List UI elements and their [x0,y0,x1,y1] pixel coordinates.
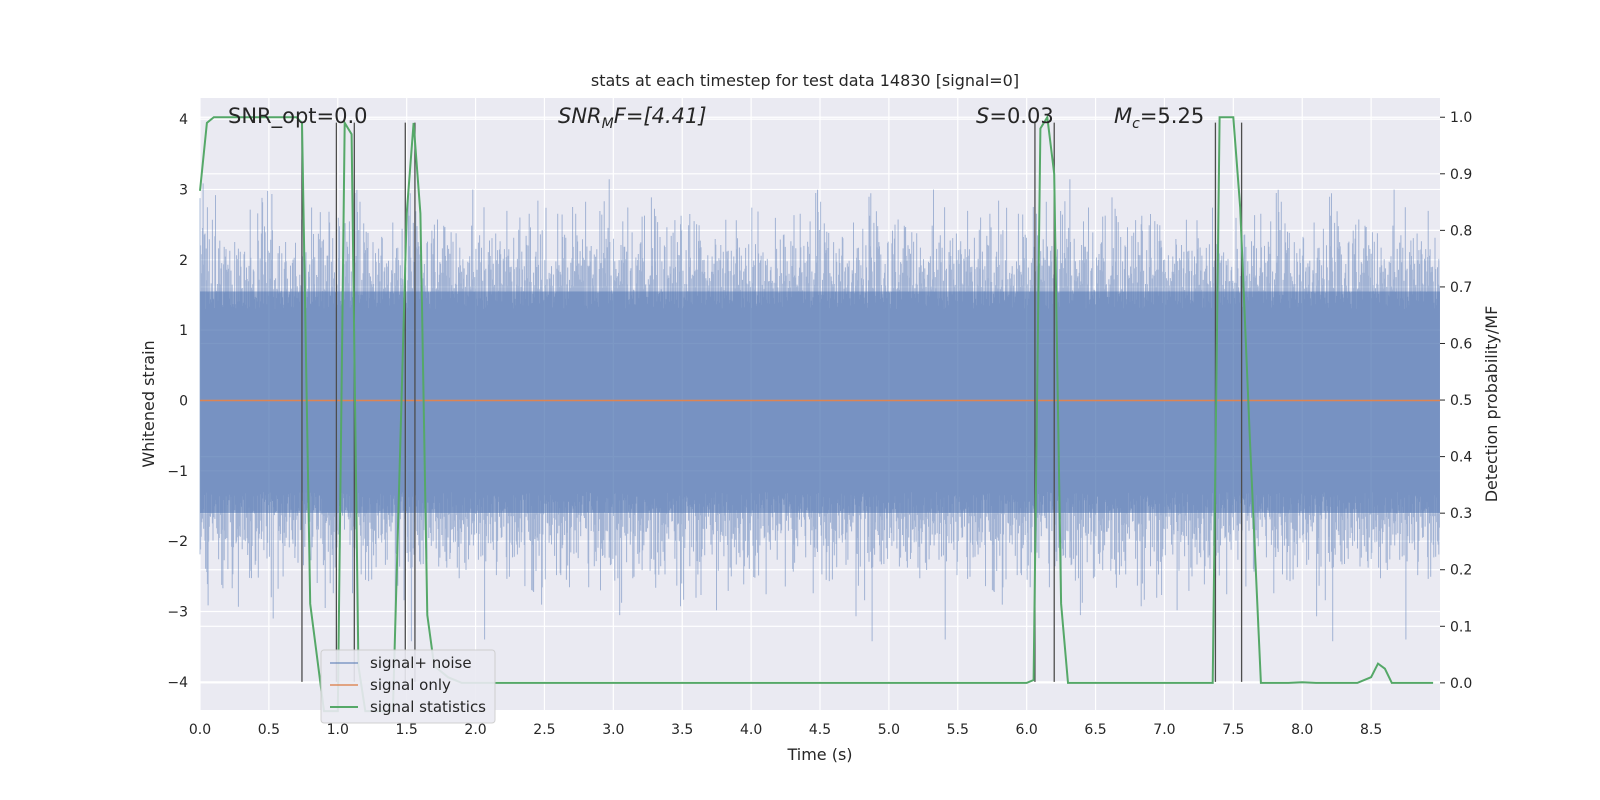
s-val: =0.03 [989,104,1053,128]
x-tick-label: 1.0 [327,722,349,738]
legend-label-stats: signal statistics [370,698,486,716]
x-axis-label: Time (s) [786,745,852,764]
x-tick-label: 0.5 [258,722,280,738]
snr-mf-rest: F=[4.41] [614,104,707,128]
x-tick-label: 4.0 [740,722,762,738]
mc-base: M [1114,104,1132,128]
x-tick-label: 8.0 [1291,722,1313,738]
x-tick-label: 0.0 [189,722,211,738]
x-tick-label: 2.0 [464,722,486,738]
s-annotation: S=0.03 [976,104,1054,128]
legend-box [320,649,496,724]
right-y-tick-label: 0.3 [1450,506,1472,522]
left-y-axis-label: Whitened strain [139,340,158,467]
s-var: S [976,104,989,128]
x-tick-label: 8.5 [1360,722,1382,738]
right-y-tick-label: 0.0 [1450,676,1472,692]
mc-val: =5.25 [1140,104,1204,128]
right-y-tick-label: 0.7 [1450,280,1472,296]
left-y-tick-label: 2 [179,253,188,269]
left-y-tick-label: −2 [167,534,188,550]
left-y-tick-label: 4 [179,112,188,128]
x-tick-label: 6.5 [1084,722,1106,738]
snr-mf-annotation: SNRMF=[4.41] [558,104,707,132]
signal-noise-series [199,179,1440,642]
left-y-tick-label: 0 [179,393,188,409]
left-y-tick-label: 1 [179,323,188,339]
mc-annotation: Mc=5.25 [1114,104,1204,132]
x-tick-label: 3.5 [671,722,693,738]
snr-mf-base: SNR [558,104,602,128]
left-y-tick-label: −4 [167,675,188,691]
x-tick-label: 5.0 [878,722,900,738]
right-y-tick-label: 0.1 [1450,619,1472,635]
signal-statistics-series [199,114,1434,713]
legend-label-signal-only: signal only [370,676,451,694]
x-tick-label: 1.5 [396,722,418,738]
right-y-tick-label: 0.4 [1450,450,1472,466]
x-tick-labels: 0.0 0.5 1.0 1.5 2.0 2.5 3.0 3.5 4.0 4.5 5.0 5.5 6.0 6… [189,722,1382,738]
x-tick-label: 7.5 [1222,722,1244,738]
right-y-tick-label: 1.0 [1450,110,1472,126]
left-y-tick-labels: −4 −3 −2 −1 0 1 2 3 4 [167,112,188,691]
snr-mf-sub: M [602,116,614,132]
snr-opt-annotation: SNR_opt=0.0 [228,104,368,129]
right-y-tick-label: 0.8 [1450,223,1472,239]
x-tick-label: 5.5 [947,722,969,738]
x-tick-label: 7.0 [1153,722,1175,738]
x-tick-label: 3.0 [602,722,624,738]
left-y-tick-label: −1 [167,464,188,480]
right-y-tick-label: 0.2 [1450,563,1472,579]
right-y-tick-labels: 0.0 0.1 0.2 0.3 0.4 0.5 0.6 0.7 0.8 0.9 1.0 [1440,110,1472,692]
noise-core-band [200,291,1440,514]
left-y-tick-label: −3 [167,605,188,621]
legend-label-noise: signal+ noise [370,654,472,672]
right-y-axis-label: Detection probability/MF [1482,306,1501,503]
left-y-tick-label: 3 [179,182,188,198]
right-y-tick-label: 0.9 [1450,167,1472,183]
right-y-tick-label: 0.5 [1450,393,1472,409]
x-tick-label: 2.5 [533,722,555,738]
chart-title: stats at each timestep for test data 148… [591,71,1019,90]
mc-sub: c [1132,116,1140,132]
x-tick-label: 4.5 [809,722,831,738]
legend: signal+ noise signal only signal statist… [320,649,496,724]
right-y-tick-label: 0.6 [1450,336,1472,352]
x-tick-label: 6.0 [1016,722,1038,738]
